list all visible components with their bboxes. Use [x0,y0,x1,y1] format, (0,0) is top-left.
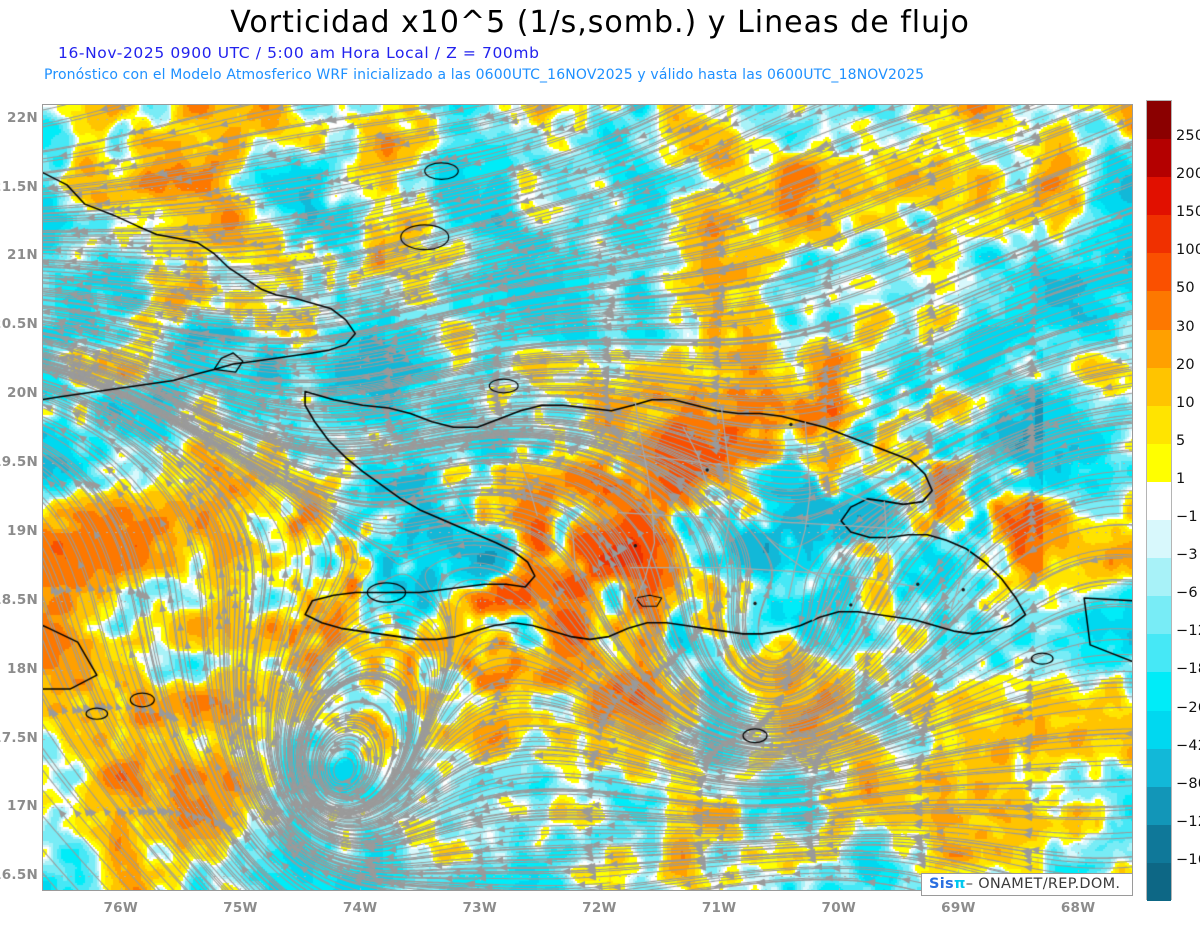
colorbar-tick-1: 200 [1176,166,1200,183]
colorbar-tick-15: −26 [1176,699,1200,716]
lat-tick-19n: 19N [7,522,38,539]
colorbar-segment-19 [1147,824,1171,863]
colorbar-tick-4: 50 [1176,280,1195,297]
page-title: Vorticidad x10^5 (1/s,somb.) y Lineas de… [230,5,970,40]
colorbar-tick-14: −18 [1176,661,1200,678]
colorbar-tick-2: 150 [1176,204,1200,221]
map-plot-area[interactable] [42,104,1133,891]
colorbar-segment-11 [1147,520,1171,559]
colorbar-segment-7 [1147,367,1171,406]
lat-tick-16.5n: 16.5N [0,867,39,884]
colorbar-segment-8 [1147,405,1171,444]
lon-tick-74w: 74W [342,900,378,916]
lat-tick-21n: 21N [7,247,38,264]
colorbar-segment-3 [1147,215,1171,254]
colorbar-segment-5 [1147,291,1171,330]
colorbar-tick-12: −6 [1176,585,1198,602]
colorbar-tick-16: −42 [1176,737,1200,754]
logo-agency-text: – ONAMET/REP.DOM. [965,876,1121,892]
colorbar-segment-6 [1147,329,1171,368]
colorbar-tick-7: 10 [1176,394,1195,411]
colorbar-tick-0: 250 [1176,128,1200,145]
colorbar-tick-11: −3 [1176,547,1198,564]
colorbar-tick-17: −80 [1176,775,1200,792]
colorbar [1146,100,1172,901]
colorbar-segment-1 [1147,139,1171,178]
colorbar-segment-18 [1147,786,1171,825]
attribution-logo: Sisπ– ONAMET/REP.DOM. [921,873,1134,896]
colorbar-tick-10: −1 [1176,509,1198,526]
colorbar-tick-13: −12 [1176,623,1200,640]
lat-tick-17n: 17N [7,798,38,815]
colorbar-segment-10 [1147,481,1171,521]
lon-tick-75w: 75W [223,900,258,916]
colorbar-segment-0 [1147,101,1171,140]
lon-tick-76w: 76W [103,900,139,916]
colorbar-segment-20 [1147,862,1171,901]
colorbar-segment-15 [1147,672,1171,711]
colorbar-segment-9 [1147,443,1171,482]
lat-tick-22n: 22N [7,109,38,126]
lon-tick-72w: 72W [582,900,617,916]
colorbar-segment-14 [1147,634,1171,673]
lon-tick-71w: 71W [701,900,737,916]
colorbar-segment-4 [1147,253,1171,292]
lat-tick-19.5n: 19.5N [0,454,39,471]
colorbar-segment-17 [1147,748,1171,787]
colorbar-tick-5: 30 [1176,318,1195,335]
lat-tick-20n: 20N [7,385,38,402]
lat-tick-18n: 18N [7,660,38,677]
logo-pi-icon: π [953,876,966,892]
colorbar-segment-12 [1147,558,1171,597]
lat-tick-17.5n: 17.5N [0,729,39,746]
colorbar-tick-18: −120 [1176,813,1200,830]
vorticity-streamline-canvas [43,105,1132,890]
colorbar-segment-2 [1147,177,1171,216]
lon-tick-68w: 68W [1060,900,1096,916]
forecast-valid-time: 16-Nov-2025 0900 UTC / 5:00 am Hora Loca… [58,44,540,62]
lon-tick-69w: 69W [941,900,976,916]
colorbar-tick-8: 5 [1176,432,1186,449]
colorbar-tick-9: 1 [1176,470,1186,487]
lat-tick-20.5n: 20.5N [0,316,39,333]
colorbar-segment-13 [1147,596,1171,635]
lat-tick-18.5n: 18.5N [0,591,39,608]
colorbar-tick-6: 20 [1176,356,1195,373]
lon-tick-70w: 70W [821,900,857,916]
logo-sis-text: Sis [929,876,954,892]
lon-tick-73w: 73W [462,900,498,916]
title-block: Vorticidad x10^5 (1/s,somb.) y Lineas de… [0,0,1200,83]
lat-tick-21.5n: 21.5N [0,178,39,195]
colorbar-segment-16 [1147,710,1171,749]
model-run-description: Pronóstico con el Modelo Atmosferico WRF… [44,67,925,83]
colorbar-tick-3: 100 [1176,242,1200,259]
colorbar-tick-19: −160 [1176,851,1200,868]
